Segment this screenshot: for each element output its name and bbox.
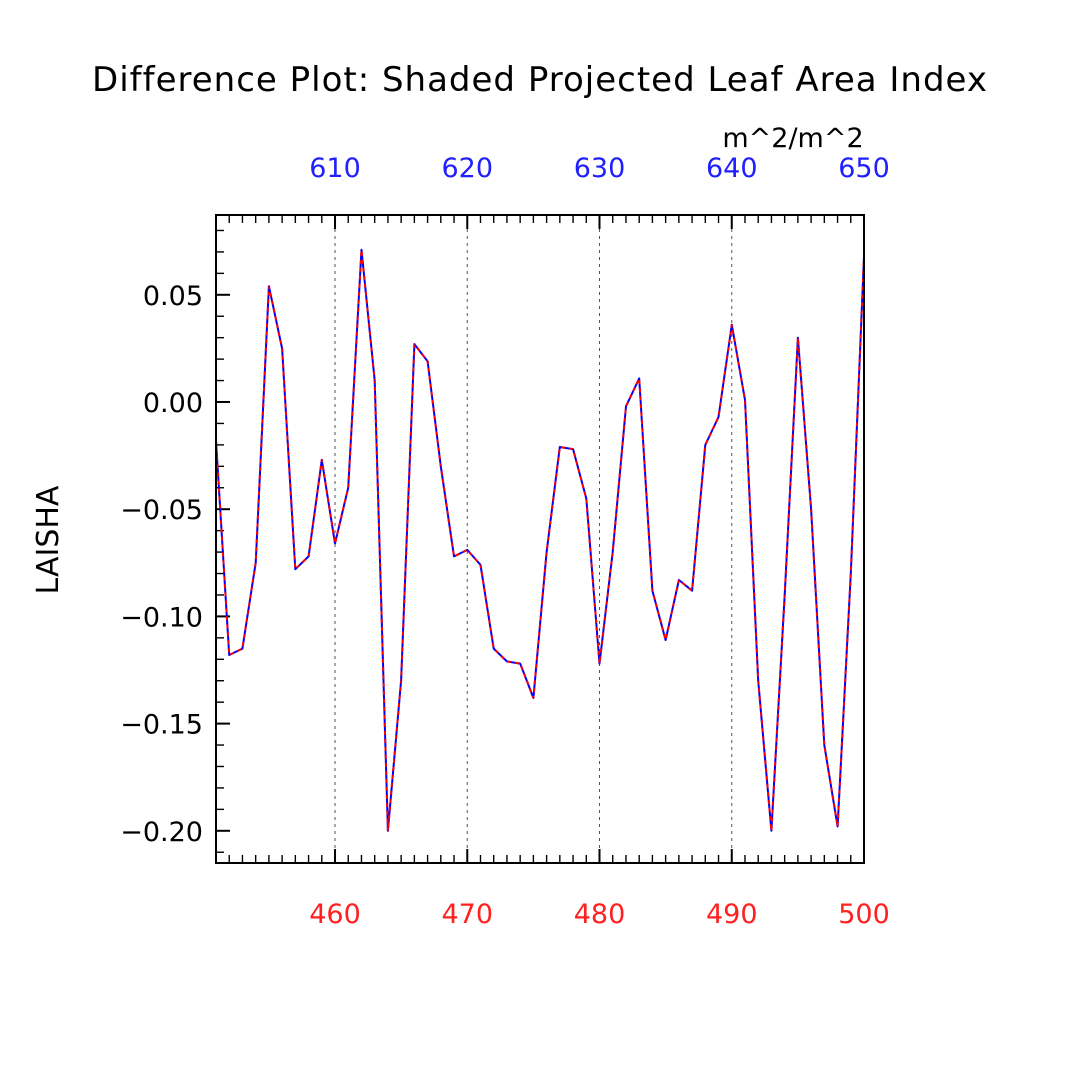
tick-labels: 0.05 0.00 −0.05 −0.10 −0.15 −0.20 460 470 480 490… [120, 153, 890, 930]
data-point [625, 405, 627, 407]
x-tick-label-bottom: 490 [706, 899, 758, 930]
data-point [453, 555, 455, 557]
data-point [744, 399, 746, 401]
data-point [360, 249, 363, 251]
data-point [546, 551, 548, 553]
data-point [400, 680, 402, 682]
data-point [241, 647, 244, 650]
plot-frame [215, 214, 865, 864]
x-tick-label-bottom: 470 [441, 899, 493, 930]
y-tick-label: 0.05 [143, 281, 203, 312]
data-point [493, 647, 495, 650]
data-point [731, 324, 733, 326]
series-group [215, 248, 865, 832]
data-point [440, 465, 442, 467]
x-tick-label-bottom: 500 [838, 899, 890, 930]
chart-title: Difference Plot: Shaded Projected Leaf A… [92, 60, 988, 100]
data-point [784, 594, 786, 596]
data-point [307, 555, 310, 557]
series-line-red-dashed [215, 248, 865, 832]
data-point [281, 347, 283, 349]
units-label: m^2/m^2 [722, 123, 863, 154]
data-point [598, 662, 601, 665]
data-point [612, 551, 614, 553]
x-tick-label-top: 650 [838, 153, 890, 184]
data-point [770, 830, 773, 832]
data-point [665, 639, 667, 641]
data-point [836, 825, 839, 828]
data-point [334, 542, 336, 545]
data-point [268, 285, 270, 287]
data-point [479, 564, 482, 566]
data-point [519, 662, 521, 665]
data-point [228, 654, 230, 656]
data-point [294, 568, 296, 570]
data-point [506, 660, 508, 663]
data-point [691, 590, 693, 592]
data-point [347, 487, 349, 489]
x-tick-label-top: 630 [574, 153, 626, 184]
data-point [572, 448, 574, 450]
data-point [466, 549, 468, 551]
y-tick-label: −0.05 [120, 495, 203, 526]
data-point [321, 459, 323, 461]
data-point [532, 697, 534, 699]
data-point [717, 416, 720, 418]
y-tick-label: −0.20 [120, 817, 203, 848]
data-point [810, 508, 812, 510]
x-tick-label-top: 610 [309, 153, 361, 184]
data-point [387, 830, 389, 832]
y-axis-label: LAISHA [31, 485, 66, 594]
x-tick-label-top: 640 [706, 153, 758, 184]
data-point [757, 680, 759, 682]
data-point [585, 497, 587, 500]
x-tick-label-bottom: 460 [309, 899, 361, 930]
data-point [559, 446, 561, 448]
data-point [638, 377, 640, 380]
data-point [255, 562, 257, 564]
data-point [426, 360, 429, 362]
axis-ticks [215, 215, 865, 863]
data-point [704, 444, 706, 446]
x-tick-label-top: 620 [441, 153, 493, 184]
data-point [413, 343, 415, 345]
x-tick-label-bottom: 480 [574, 899, 626, 930]
data-point [850, 572, 852, 575]
y-tick-label: −0.10 [120, 602, 203, 633]
data-point [678, 579, 680, 581]
y-tick-label: 0.00 [143, 388, 203, 419]
data-point [823, 744, 825, 746]
y-tick-label: −0.15 [120, 710, 203, 741]
series-line-blue [215, 248, 865, 832]
data-point [651, 590, 654, 592]
data-point [797, 337, 799, 339]
data-point [374, 379, 376, 382]
